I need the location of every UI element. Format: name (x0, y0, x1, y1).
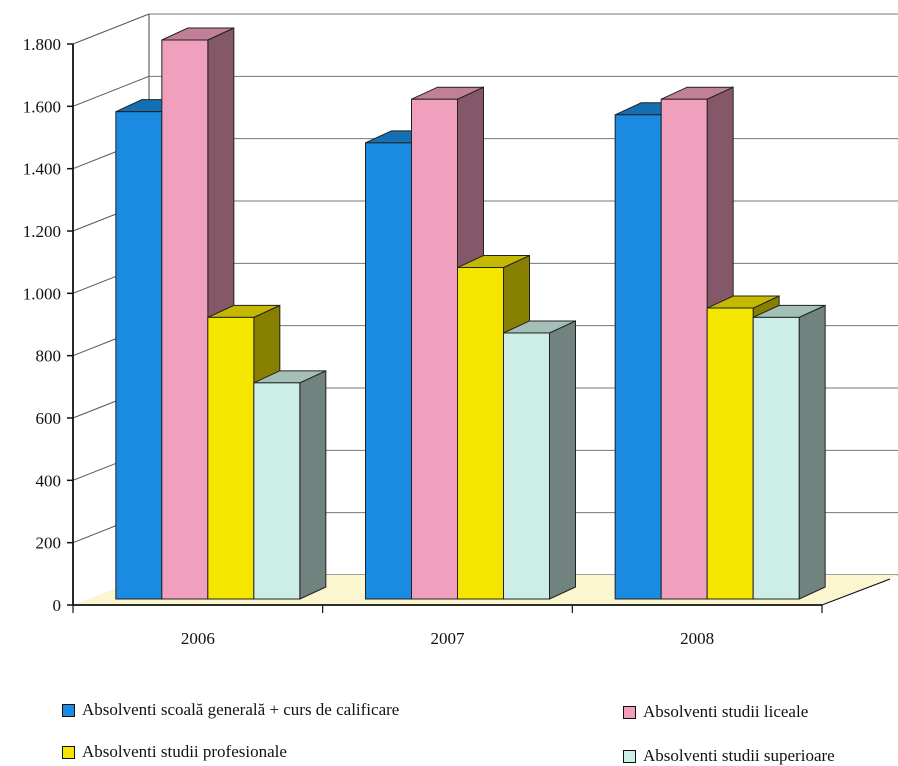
bar-front (115, 111, 163, 600)
bar-front (411, 98, 458, 600)
legend-label: Absolventi scoală generală + curs de cal… (82, 700, 400, 719)
gridline-side (72, 13, 150, 45)
x-tick-label: 2007 (431, 629, 466, 648)
bar-front (752, 316, 800, 600)
legend-item-studii-profesionale: Absolventi studii profesionale (62, 742, 287, 762)
y-tick-label: 1.800 (23, 35, 61, 54)
legend-item-studii-superioare: Absolventi studii superioare (623, 746, 835, 766)
bar-side (798, 304, 826, 600)
bar-front (706, 307, 754, 600)
bar-chart: 0 200 400 600 800 1.000 1.200 1.400 1.600 1.800 2… (23, 13, 898, 648)
chart-legend: Absolventi scoală generală + curs de cal… (0, 660, 898, 766)
bar-2008-3 (752, 304, 826, 600)
y-tick-label: 1.400 (23, 160, 61, 179)
bar-front (503, 332, 550, 600)
y-tick-label: 600 (36, 409, 62, 428)
bar-side (299, 370, 327, 600)
chart-bars (115, 27, 826, 600)
y-axis-tick-labels: 0 200 400 600 800 1.000 1.200 1.400 1.600 1.800 (23, 35, 61, 615)
legend-swatch (62, 745, 75, 759)
y-tick-label: 1.000 (23, 284, 61, 303)
x-tick-label: 2006 (181, 629, 215, 648)
legend-swatch (62, 703, 75, 717)
y-tick-label: 400 (36, 471, 62, 490)
y-tick-label: 1.200 (23, 222, 61, 241)
legend-label: Absolventi studii superioare (643, 746, 835, 765)
bar-front (161, 39, 209, 600)
y-tick-label: 0 (53, 596, 62, 615)
bar-front (207, 316, 255, 600)
floor-edge (821, 578, 891, 606)
bar-2006-3 (253, 370, 327, 600)
legend-label: Absolventi studii profesionale (82, 742, 287, 761)
chart-axes (67, 43, 891, 613)
legend-item-scoala-generala: Absolventi scoală generală + curs de cal… (62, 700, 399, 720)
gridline-side (72, 75, 150, 107)
y-tick-label: 1.600 (23, 97, 61, 116)
x-tick-label: 2008 (680, 629, 714, 648)
legend-item-studii-liceale: Absolventi studii liceale (623, 702, 808, 722)
legend-swatch (623, 749, 636, 763)
bar-side (549, 320, 576, 600)
legend-swatch (623, 705, 636, 719)
bar-2007-3 (503, 320, 576, 600)
bar-front (253, 382, 301, 600)
bar-front (614, 114, 662, 600)
x-axis-tick-labels: 2006 2007 2008 (181, 629, 714, 648)
bar-front (457, 267, 504, 600)
bar-front (660, 98, 708, 600)
bar-front (365, 142, 412, 600)
y-tick-label: 800 (36, 347, 62, 366)
y-tick-label: 200 (36, 534, 62, 553)
legend-label: Absolventi studii liceale (643, 702, 809, 721)
